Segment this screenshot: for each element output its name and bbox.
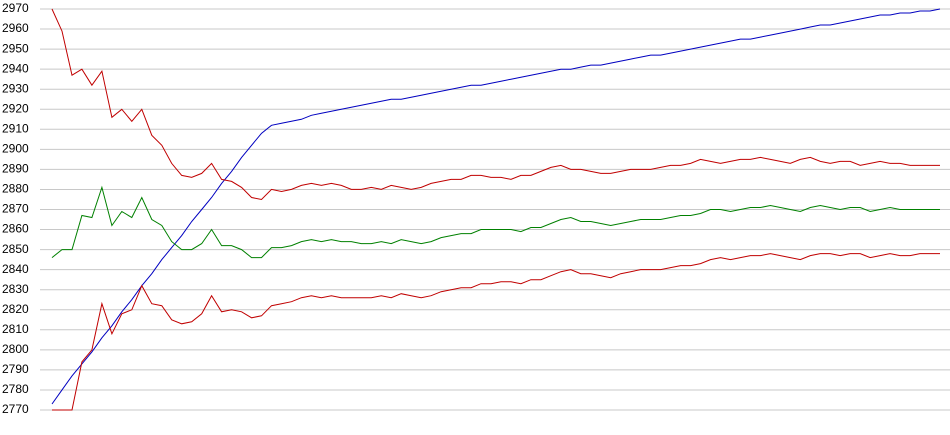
y-tick-label: 2780 — [2, 382, 29, 396]
y-tick-label: 2970 — [2, 1, 29, 15]
y-tick-label: 2770 — [2, 402, 29, 416]
y-tick-label: 2900 — [2, 142, 29, 156]
series-line — [51, 8, 940, 201]
y-tick-label: 2960 — [2, 21, 29, 35]
series-line — [52, 253, 940, 411]
y-tick-label: 2870 — [2, 202, 29, 216]
y-tick-label: 2940 — [2, 61, 29, 75]
series-line — [51, 8, 941, 405]
y-tick-label: 2860 — [2, 222, 29, 236]
y-tick-label: 2930 — [2, 81, 29, 95]
y-tick-label: 2890 — [2, 162, 29, 176]
y-tick-label: 2790 — [2, 362, 29, 376]
y-tick-label: 2910 — [2, 121, 29, 135]
y-tick-label: 2880 — [2, 182, 29, 196]
series-line — [51, 185, 940, 259]
y-tick-label: 2810 — [2, 322, 29, 336]
y-tick-label: 2820 — [2, 302, 29, 316]
y-tick-label: 2800 — [2, 342, 29, 356]
y-tick-label: 2840 — [2, 262, 29, 276]
y-tick-label: 2950 — [2, 41, 29, 55]
y-tick-label: 2850 — [2, 242, 29, 256]
y-tick-label: 2830 — [2, 282, 29, 296]
y-tick-label: 2920 — [2, 101, 29, 115]
